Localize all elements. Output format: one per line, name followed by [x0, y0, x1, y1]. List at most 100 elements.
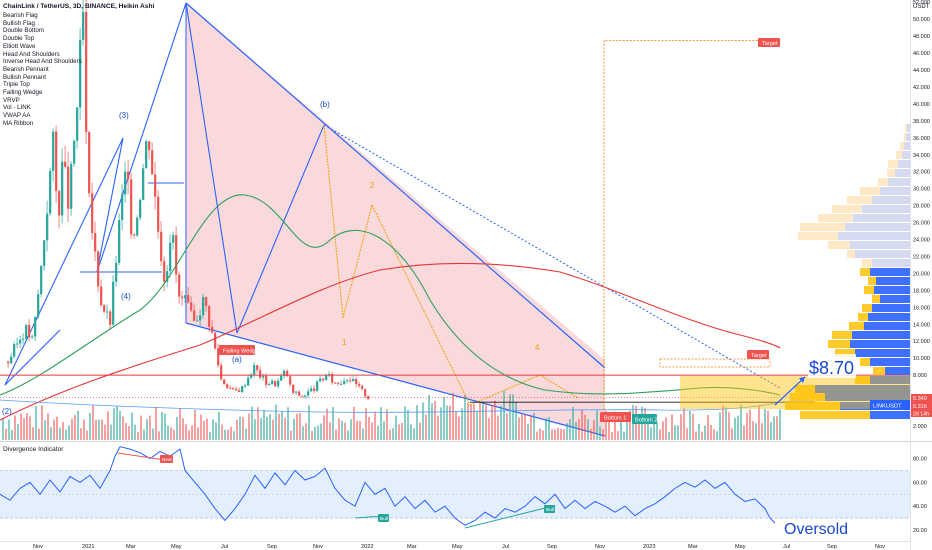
legend-item[interactable]: Inverse Head And Shoulders	[3, 58, 82, 66]
volume-bar	[53, 419, 55, 440]
volume-profile-down	[874, 286, 910, 294]
legend-item[interactable]: MA Ribbon	[3, 119, 34, 127]
volume-bar	[485, 404, 487, 440]
volume-bar	[512, 394, 514, 440]
legend-item[interactable]: Double Top	[3, 35, 35, 43]
volume-bar	[602, 429, 604, 440]
volume-bar	[761, 423, 763, 440]
time-axis-tick: Jul	[221, 544, 228, 550]
volume-bar	[521, 414, 523, 440]
volume-bar	[119, 411, 121, 440]
elliott-wave-line	[185, 2, 238, 334]
price-axis-tick: 50.000	[913, 17, 930, 23]
target-mid-badge	[747, 350, 769, 359]
moving-average-red	[0, 262, 781, 421]
bear-badge	[160, 455, 173, 463]
candle	[253, 365, 256, 375]
time-axis-tick: May	[735, 544, 746, 550]
volume-bar	[683, 408, 685, 440]
volume-bar	[209, 431, 211, 440]
volume-bar	[272, 419, 274, 440]
volume-bar	[677, 425, 679, 440]
candle	[241, 385, 244, 393]
candle	[346, 380, 349, 382]
candle	[157, 196, 160, 232]
volume-profile-up	[798, 232, 838, 240]
bull-label-1: Bull	[380, 516, 388, 522]
legend-item[interactable]: VWAP AA	[3, 112, 31, 120]
volume-profile-down	[864, 322, 910, 330]
price-badge-2: 5.316	[913, 404, 927, 410]
volume-bar	[143, 429, 145, 440]
wave-4-label: (4)	[121, 292, 131, 301]
candle	[283, 370, 286, 376]
candle	[280, 375, 283, 381]
legend-item[interactable]: Triple Top	[3, 81, 30, 89]
price-axis-tick: 2.000	[913, 424, 927, 430]
legend-item[interactable]: Double Bottom	[3, 27, 44, 35]
volume-bar	[599, 426, 601, 440]
volume-bar	[5, 428, 7, 440]
volume-bar	[734, 417, 736, 440]
candle	[223, 379, 226, 385]
candle	[166, 271, 169, 282]
candle	[217, 348, 220, 366]
volume-bar	[542, 430, 544, 440]
volume-bar	[473, 404, 475, 440]
wave-4b-label: 4	[535, 343, 540, 352]
volume-bar	[275, 404, 277, 440]
volume-bar	[260, 418, 262, 440]
volume-bar	[746, 413, 748, 440]
volume-profile-up	[862, 259, 872, 267]
volume-bar	[188, 430, 190, 440]
volume-bar	[488, 417, 490, 440]
legend-item[interactable]: Bullish Flag	[3, 19, 35, 27]
legend-item[interactable]: Falling Wedge	[3, 89, 43, 96]
volume-bar	[491, 405, 493, 440]
candle	[256, 365, 259, 371]
legend-item[interactable]: Bearish Flag	[3, 12, 38, 19]
volume-bar	[47, 413, 49, 440]
volume-bar	[134, 424, 136, 440]
candle	[112, 281, 115, 325]
volume-bar	[467, 402, 469, 440]
candle	[160, 231, 163, 262]
volume-bar	[755, 423, 757, 440]
legend-item[interactable]: Head And Shoulders	[3, 50, 60, 58]
candle	[202, 297, 205, 316]
volume-bar	[596, 410, 598, 440]
volume-bar	[773, 416, 775, 440]
volume-bar	[533, 412, 535, 440]
candle	[358, 383, 361, 386]
volume-profile-up	[862, 304, 872, 312]
volume-bar	[305, 423, 307, 440]
elliott-wave-line	[96, 2, 187, 273]
price-axis-tick: 52.000	[913, 0, 930, 6]
volume-bar	[203, 420, 205, 440]
volume-bar	[254, 419, 256, 440]
candle	[16, 343, 19, 345]
volume-bar	[551, 429, 553, 440]
volume-bar	[38, 428, 40, 440]
volume-bar	[164, 413, 166, 440]
volume-bar	[347, 430, 349, 440]
price-axis-tick: 48.000	[913, 34, 930, 40]
legend-item[interactable]: Vol · LINK	[3, 104, 31, 112]
vwap-line	[0, 399, 781, 413]
legend-item[interactable]: Bearish Pennant	[3, 65, 49, 73]
candle	[244, 385, 247, 387]
volume-bar	[662, 421, 664, 440]
legend-item[interactable]: Elliott Wave	[3, 42, 36, 50]
legend-item[interactable]: Bullish Pennant	[3, 73, 46, 81]
volume-bar	[458, 416, 460, 440]
volume-bar	[653, 415, 655, 440]
target-top-badge	[758, 38, 780, 47]
volume-bar	[431, 403, 433, 440]
rsi-axis-tick: 20.00	[913, 528, 927, 534]
falling-wedge-label: Falling Wedge	[223, 349, 259, 355]
price-axis-tick: 38.000	[913, 119, 930, 125]
volume-bar	[461, 408, 463, 440]
legend-item[interactable]: VRVP	[3, 96, 20, 104]
candle	[265, 376, 268, 385]
